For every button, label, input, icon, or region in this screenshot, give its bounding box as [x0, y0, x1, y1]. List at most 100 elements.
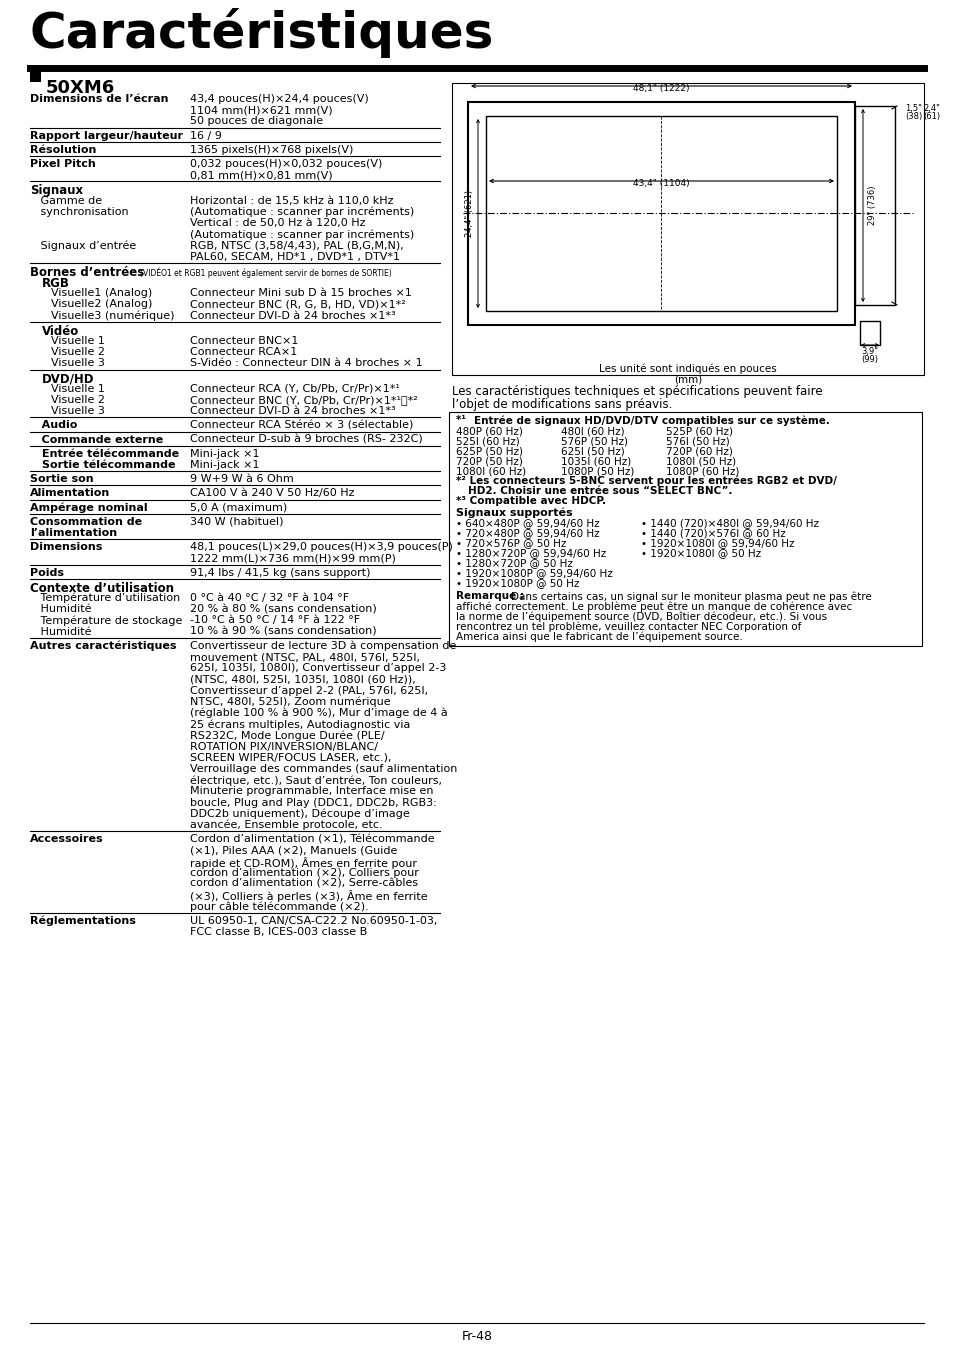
Text: 1080I (60 Hz): 1080I (60 Hz) [456, 466, 525, 476]
Text: 0,81 mm(H)×0,81 mm(V): 0,81 mm(H)×0,81 mm(V) [190, 170, 333, 180]
Text: -10 °C à 50 °C / 14 °F à 122 °F: -10 °C à 50 °C / 14 °F à 122 °F [190, 616, 359, 626]
Text: Connecteur BNC (R, G, B, HD, VD)×1*²: Connecteur BNC (R, G, B, HD, VD)×1*² [190, 300, 405, 309]
Text: 1365 pixels(H)×768 pixels(V): 1365 pixels(H)×768 pixels(V) [190, 145, 353, 155]
Text: Les caractéristiques techniques et spécifications peuvent faire: Les caractéristiques techniques et spéci… [452, 385, 821, 399]
Text: Dans certains cas, un signal sur le moniteur plasma peut ne pas être: Dans certains cas, un signal sur le moni… [511, 590, 871, 601]
Text: Entrée télécommande: Entrée télécommande [42, 449, 179, 459]
Text: 16 / 9: 16 / 9 [190, 131, 222, 141]
Text: Accessoires: Accessoires [30, 834, 104, 844]
Text: Connecteur DVI-D à 24 broches ×1*³: Connecteur DVI-D à 24 broches ×1*³ [190, 311, 395, 320]
Text: UL 60950-1, CAN/CSA-C22.2 No.60950-1-03,: UL 60950-1, CAN/CSA-C22.2 No.60950-1-03, [190, 916, 436, 925]
Text: la norme de l’équipement source (DVD, Boîtier décodeur, etc.). Si vous: la norme de l’équipement source (DVD, Bo… [456, 611, 826, 621]
Text: Horizontal : de 15,5 kHz à 110,0 kHz: Horizontal : de 15,5 kHz à 110,0 kHz [190, 196, 393, 205]
Text: 48,1" (1222): 48,1" (1222) [632, 84, 688, 93]
Text: Signaux: Signaux [30, 184, 83, 197]
Text: rapide et CD-ROM), Âmes en ferrite pour: rapide et CD-ROM), Âmes en ferrite pour [190, 857, 416, 869]
Text: (NTSC, 480I, 525I, 1035I, 1080I (60 Hz)),: (NTSC, 480I, 525I, 1035I, 1080I (60 Hz))… [190, 674, 416, 685]
Text: 43,4" (1104): 43,4" (1104) [632, 178, 689, 188]
Text: • 720×576P @ 50 Hz: • 720×576P @ 50 Hz [456, 538, 566, 549]
Text: HD2. Choisir une entrée sous “SELECT BNC”.: HD2. Choisir une entrée sous “SELECT BNC… [468, 486, 732, 496]
Text: Température d’utilisation: Température d’utilisation [30, 593, 180, 604]
Text: • 1920×1080I @ 50 Hz: • 1920×1080I @ 50 Hz [640, 549, 760, 558]
Text: Sortie son: Sortie son [30, 474, 93, 484]
Text: *³ Compatible avec HDCP.: *³ Compatible avec HDCP. [456, 496, 605, 507]
Bar [485, 116, 836, 311]
Text: Connecteur BNC (Y, Cb/Pb, Cr/Pr)×1*¹，*²: Connecteur BNC (Y, Cb/Pb, Cr/Pr)×1*¹，*² [190, 394, 417, 405]
Text: CA100 V à 240 V 50 Hz/60 Hz: CA100 V à 240 V 50 Hz/60 Hz [190, 489, 355, 499]
Text: Visuelle1 (Analog): Visuelle1 (Analog) [30, 288, 152, 299]
Text: Mini-jack ×1: Mini-jack ×1 [190, 449, 259, 459]
Text: 91,4 lbs / 41,5 kg (sans support): 91,4 lbs / 41,5 kg (sans support) [190, 567, 370, 578]
Bar [468, 101, 854, 326]
Bar [452, 82, 923, 376]
Text: Humidité: Humidité [30, 604, 91, 615]
Text: 48,1 pouces(L)×29,0 pouces(H)×3,9 pouces(P): 48,1 pouces(L)×29,0 pouces(H)×3,9 pouces… [190, 542, 453, 553]
Text: America ainsi que le fabricant de l’équipement source.: America ainsi que le fabricant de l’équi… [456, 631, 742, 642]
Text: Humidité: Humidité [30, 627, 91, 636]
Text: l’objet de modifications sans préavis.: l’objet de modifications sans préavis. [452, 399, 672, 411]
Text: Visuelle 2: Visuelle 2 [30, 347, 105, 357]
Text: (Automatique : scanner par incréments): (Automatique : scanner par incréments) [190, 230, 414, 239]
Text: • 1920×1080P @ 50 Hz: • 1920×1080P @ 50 Hz [456, 578, 578, 588]
Text: PAL60, SECAM, HD*1 , DVD*1 , DTV*1: PAL60, SECAM, HD*1 , DVD*1 , DTV*1 [190, 251, 399, 262]
Text: Visuelle 1: Visuelle 1 [30, 336, 105, 346]
Text: • 640×480P @ 59,94/60 Hz: • 640×480P @ 59,94/60 Hz [456, 517, 599, 528]
Text: 20 % à 80 % (sans condensation): 20 % à 80 % (sans condensation) [190, 604, 376, 615]
Text: *¹: *¹ [456, 415, 469, 426]
Text: 1104 mm(H)×621 mm(V): 1104 mm(H)×621 mm(V) [190, 105, 333, 115]
Text: Cordon d’alimentation (×1), Télécommande: Cordon d’alimentation (×1), Télécommande [190, 834, 435, 844]
Text: (Automatique : scanner par incréments): (Automatique : scanner par incréments) [190, 207, 414, 218]
Text: Connecteur RCA (Y, Cb/Pb, Cr/Pr)×1*¹: Connecteur RCA (Y, Cb/Pb, Cr/Pr)×1*¹ [190, 384, 399, 393]
Text: 50XM6: 50XM6 [46, 78, 115, 97]
Text: Verrouillage des commandes (sauf alimentation: Verrouillage des commandes (sauf aliment… [190, 765, 456, 774]
Text: Commande externe: Commande externe [30, 435, 163, 444]
Text: (61): (61) [923, 112, 939, 122]
Text: • 720×480P @ 59,94/60 Hz: • 720×480P @ 59,94/60 Hz [456, 528, 599, 538]
Text: 1080P (50 Hz): 1080P (50 Hz) [560, 466, 634, 476]
Text: affiché correctement. Le problème peut être un manque de cohérence avec: affiché correctement. Le problème peut ê… [456, 601, 851, 612]
Text: (mm): (mm) [673, 376, 701, 385]
Text: 50 pouces de diagonale: 50 pouces de diagonale [190, 116, 323, 127]
Text: Contexte d’utilisation: Contexte d’utilisation [30, 582, 173, 594]
Text: Connecteur RCA×1: Connecteur RCA×1 [190, 347, 297, 357]
Text: • 1280×720P @ 50 Hz: • 1280×720P @ 50 Hz [456, 558, 572, 567]
Text: Visuelle 1: Visuelle 1 [30, 384, 105, 393]
Text: Mini-jack ×1: Mini-jack ×1 [190, 459, 259, 470]
Text: Bornes d’entrées: Bornes d’entrées [30, 266, 144, 278]
Text: Minuterie programmable, Interface mise en: Minuterie programmable, Interface mise e… [190, 786, 433, 796]
Text: avancée, Ensemble protocole, etc.: avancée, Ensemble protocole, etc. [190, 820, 382, 831]
Text: Gamme de: Gamme de [30, 196, 102, 205]
Text: boucle, Plug and Play (DDC1, DDC2b, RGB3:: boucle, Plug and Play (DDC1, DDC2b, RGB3… [190, 797, 436, 808]
Text: Connecteur DVI-D à 24 broches ×1*³: Connecteur DVI-D à 24 broches ×1*³ [190, 407, 395, 416]
Text: Vertical : de 50,0 Hz à 120,0 Hz: Vertical : de 50,0 Hz à 120,0 Hz [190, 218, 365, 228]
Text: Dimensions: Dimensions [30, 542, 102, 553]
Bar [854, 105, 894, 305]
Text: Réglementations: Réglementations [30, 916, 135, 925]
Text: Température de stockage: Température de stockage [30, 616, 182, 626]
Text: 0 °C à 40 °C / 32 °F à 104 °F: 0 °C à 40 °C / 32 °F à 104 °F [190, 593, 349, 603]
Text: Signaux d’entrée: Signaux d’entrée [30, 240, 136, 251]
Bar [859, 322, 879, 345]
Text: Dimensions de l’écran: Dimensions de l’écran [30, 95, 169, 104]
Text: (99): (99) [861, 355, 878, 363]
Text: 24,4" (621): 24,4" (621) [465, 189, 474, 236]
Text: • 1920×1080P @ 59,94/60 Hz: • 1920×1080P @ 59,94/60 Hz [456, 567, 612, 578]
Text: Audio: Audio [30, 420, 77, 431]
Text: l’alimentation: l’alimentation [30, 528, 117, 538]
Text: rencontrez un tel problème, veuillez contacter NEC Corporation of: rencontrez un tel problème, veuillez con… [456, 621, 801, 631]
Bar [30, 69, 41, 82]
Text: 1080P (60 Hz): 1080P (60 Hz) [665, 466, 739, 476]
Text: Visuelle3 (numérique): Visuelle3 (numérique) [30, 311, 174, 322]
Text: Fr-48: Fr-48 [461, 1329, 492, 1343]
Text: Signaux supportés: Signaux supportés [456, 507, 572, 517]
Text: 480I (60 Hz): 480I (60 Hz) [560, 426, 624, 436]
Text: Ampérage nominal: Ampérage nominal [30, 503, 148, 513]
Text: électrique, etc.), Saut d’entrée, Ton couleurs,: électrique, etc.), Saut d’entrée, Ton co… [190, 775, 441, 786]
Text: Convertisseur d’appel 2-2 (PAL, 576I, 625I,: Convertisseur d’appel 2-2 (PAL, 576I, 62… [190, 685, 428, 696]
Text: 625I, 1035I, 1080I), Convertisseur d’appel 2-3: 625I, 1035I, 1080I), Convertisseur d’app… [190, 663, 446, 673]
Text: Entrée de signaux HD/DVD/DTV compatibles sur ce système.: Entrée de signaux HD/DVD/DTV compatibles… [474, 415, 829, 426]
Text: 625P (50 Hz): 625P (50 Hz) [456, 446, 522, 457]
Text: 10 % à 90 % (sans condensation): 10 % à 90 % (sans condensation) [190, 627, 376, 636]
Text: Remarque :: Remarque : [456, 590, 523, 601]
Text: pour câble télécommande (×2).: pour câble télécommande (×2). [190, 901, 369, 912]
